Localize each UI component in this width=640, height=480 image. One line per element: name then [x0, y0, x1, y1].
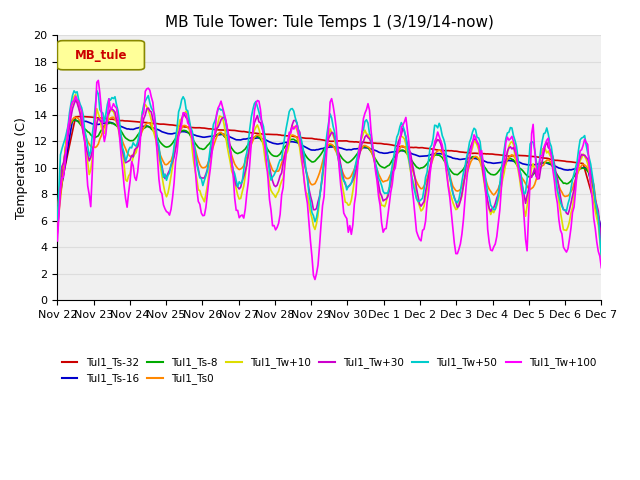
- FancyBboxPatch shape: [58, 41, 145, 70]
- Legend: Tul1_Ts-32, Tul1_Ts-16, Tul1_Ts-8, Tul1_Ts0, Tul1_Tw+10, Tul1_Tw+30, Tul1_Tw+50,: Tul1_Ts-32, Tul1_Ts-16, Tul1_Ts-8, Tul1_…: [58, 353, 601, 389]
- Title: MB Tule Tower: Tule Temps 1 (3/19/14-now): MB Tule Tower: Tule Temps 1 (3/19/14-now…: [165, 15, 494, 30]
- Y-axis label: Temperature (C): Temperature (C): [15, 117, 28, 219]
- Text: MB_tule: MB_tule: [75, 48, 127, 62]
